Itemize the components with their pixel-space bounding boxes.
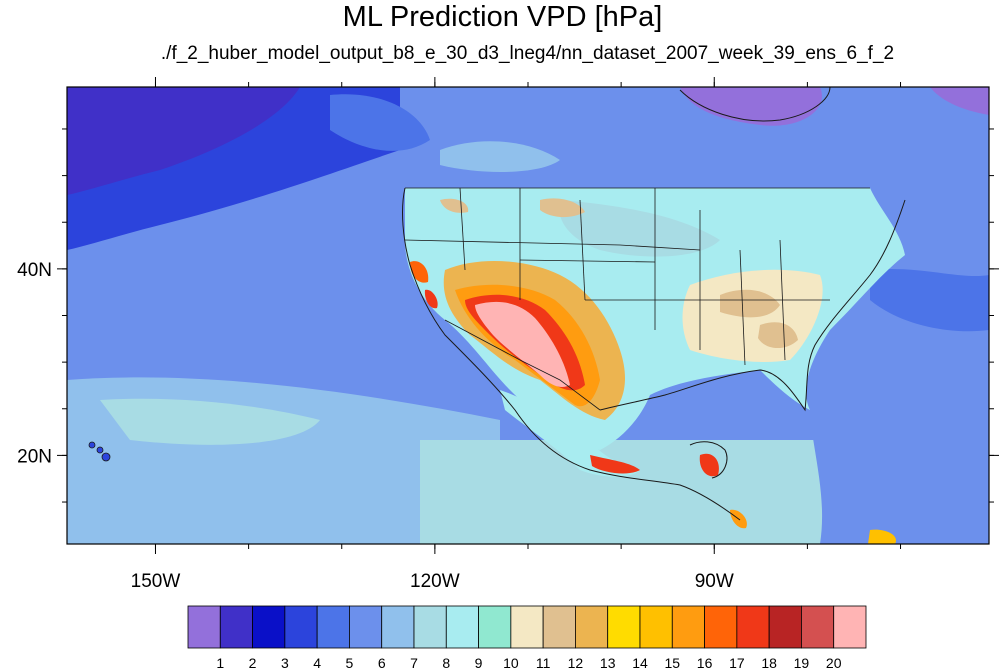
colorbar-label: 2 (249, 655, 257, 671)
colorbar-label: 18 (761, 655, 777, 671)
colorbar-label: 11 (536, 655, 551, 671)
lon-tick-label: 90W (695, 571, 734, 592)
colorbar-swatch (381, 605, 415, 649)
axis-ticks: 150W 120W 90W 40N 20N (17, 77, 999, 592)
plains-patch (559, 200, 720, 257)
southeast-warm-1 (720, 289, 780, 318)
rockies-patch-1 (540, 198, 585, 218)
colorbar-label: 19 (794, 655, 810, 671)
colorbar-swatch (349, 605, 383, 649)
colorbar-label: 16 (697, 655, 713, 671)
colorbar-swatch (575, 605, 609, 649)
colorbar: 1 2 3 4 5 6 7 8 9 10 11 12 13 14 15 16 17 18 19 20 (187, 605, 867, 671)
colorbar-swatch (445, 605, 479, 649)
mexico-field (500, 390, 640, 477)
colorbar-label: 9 (475, 655, 483, 671)
mexico-hotspot (590, 455, 640, 474)
colorbar-swatch (284, 605, 318, 649)
lon-tick-label: 150W (131, 571, 181, 592)
colorbar-label: 6 (378, 655, 386, 671)
colorbar-label: 3 (281, 655, 289, 671)
colorbar-swatch (510, 605, 544, 649)
colorbar-swatch (316, 605, 350, 649)
colorbar-swatch (542, 605, 576, 649)
colorbar-swatch (833, 605, 867, 649)
hudson-patch (680, 87, 822, 126)
north-pacific-patch (330, 94, 430, 151)
colorbar-swatch (187, 605, 221, 649)
ne-corner-patch (930, 87, 989, 115)
pacific-core (67, 87, 300, 195)
map-field (67, 87, 989, 544)
colorbar-swatch (252, 605, 286, 649)
yucatan-hotspot (699, 453, 719, 477)
atlantic-patch (870, 268, 989, 332)
colorbar-swatch (607, 605, 641, 649)
colorbar-label: 1 (216, 655, 224, 671)
colorbar-label: 10 (503, 655, 519, 671)
colorbar-label: 13 (600, 655, 616, 671)
south-america-hotspot (868, 529, 896, 544)
southwest-peak (475, 301, 570, 387)
map-title: ML Prediction VPD [hPa] (342, 1, 663, 33)
colorbar-swatch (671, 605, 705, 649)
tropical-band (420, 440, 900, 544)
canada-light-patch (440, 141, 560, 172)
south-pacific-patch (100, 398, 320, 445)
colorbar-label: 4 (313, 655, 321, 671)
colorbar-label: 14 (632, 655, 648, 671)
colorbar-label: 7 (410, 655, 418, 671)
boundaries (404, 187, 870, 411)
colorbar-swatch (736, 605, 770, 649)
colorbar-swatch (219, 605, 253, 649)
colorbar-label: 17 (729, 655, 745, 671)
colorbar-swatch (639, 605, 673, 649)
map-subtitle: ./f_2_huber_model_output_b8_e_30_d3_lneg… (160, 43, 895, 64)
lat-tick-label: 40N (17, 260, 52, 281)
california-hotspot-2 (424, 289, 438, 309)
colorbar-swatch (768, 605, 802, 649)
southeast-warm-2 (758, 322, 798, 349)
lat-tick-label: 20N (17, 446, 52, 467)
colorbar-swatch (801, 605, 835, 649)
coastlines (402, 87, 906, 521)
colorbar-swatch (413, 605, 447, 649)
colorbar-label: 8 (442, 655, 450, 671)
canada-field (430, 87, 989, 211)
lon-tick-label: 120W (410, 571, 460, 592)
hawaii-islands (88, 441, 111, 462)
colorbar-swatch (478, 605, 512, 649)
colorbar-label: 5 (346, 655, 354, 671)
colorbar-label: 12 (568, 655, 584, 671)
colorbar-label: 20 (826, 655, 842, 671)
colorbar-swatch (704, 605, 738, 649)
colorbar-label: 15 (664, 655, 680, 671)
